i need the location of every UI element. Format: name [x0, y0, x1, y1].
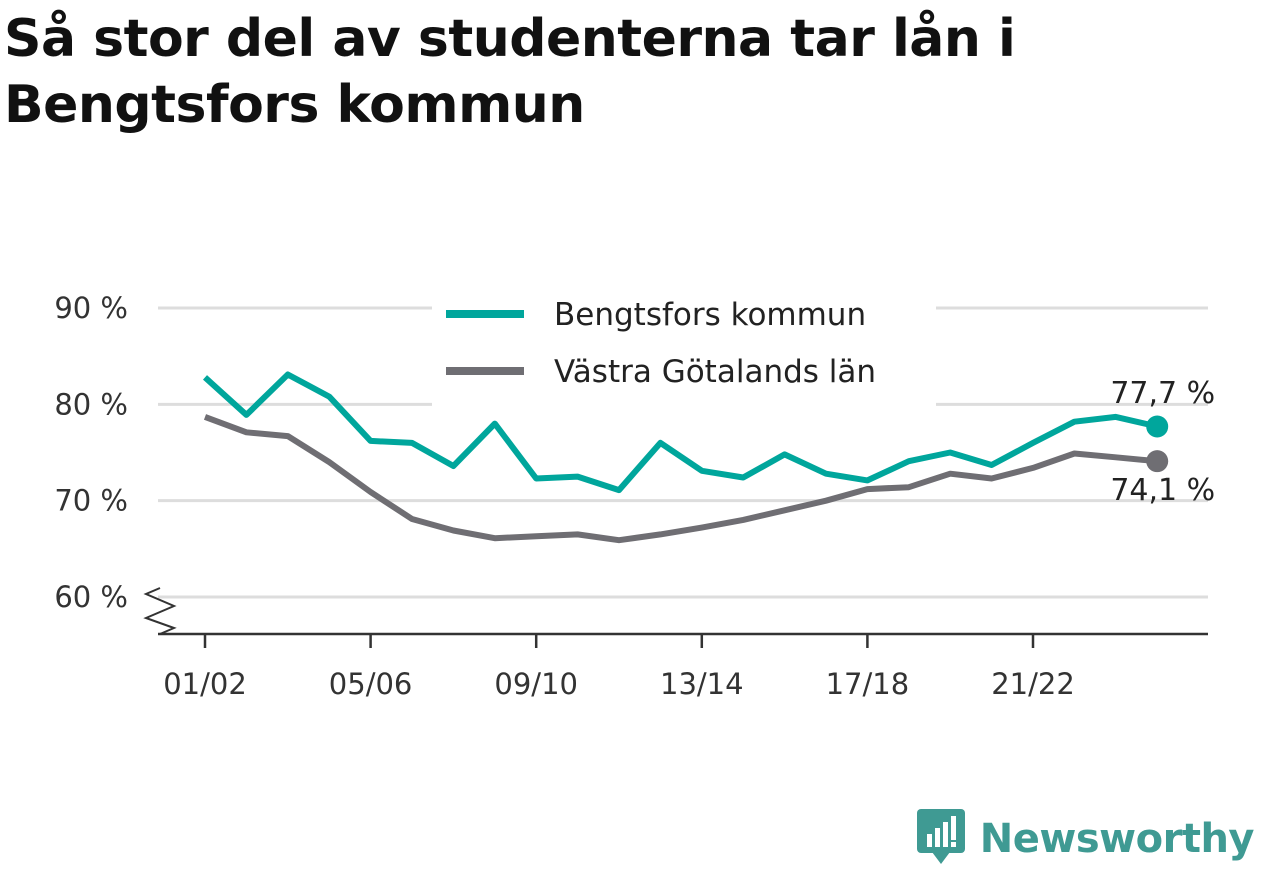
x-tick-label: 21/22	[991, 667, 1075, 701]
legend-label: Västra Götalands län	[554, 354, 876, 390]
brand-name: Newsworthy	[979, 816, 1255, 862]
newsworthy-logo-icon	[916, 808, 966, 870]
y-tick-label: 80 %	[54, 387, 128, 421]
axis-break-mark	[143, 587, 177, 635]
y-tick-label: 90 %	[54, 291, 128, 325]
legend-label: Bengtsfors kommun	[554, 297, 866, 333]
series-end-point	[1146, 450, 1169, 473]
chart-title: Så stor del av studenterna tar lån i Ben…	[4, 9, 1016, 135]
data-label: 74,1 %	[1110, 473, 1215, 508]
end-labels: 77,7 % 74,1 %	[1110, 376, 1215, 508]
x-tick-label: 09/10	[494, 667, 578, 701]
x-tick-label: 17/18	[826, 667, 910, 701]
x-tick-label: 05/06	[329, 667, 413, 701]
y-tick-label: 70 %	[54, 484, 128, 518]
series-line	[202, 371, 1158, 494]
brand-logo: Newsworthy	[916, 808, 1255, 870]
y-tick-label: 60 %	[54, 580, 128, 614]
x-tick-label: 13/14	[660, 667, 744, 701]
legend: Bengtsfors kommun Västra Götalands län	[432, 290, 936, 408]
data-label: 77,7 %	[1110, 376, 1215, 411]
series-lines	[202, 371, 1169, 544]
axes: 60 % 70 % 80 % 90 % 01/02 05/06 09/10 13/14 17/1…	[54, 291, 1208, 701]
series-line	[203, 414, 1158, 544]
legend-background	[432, 290, 936, 408]
series-end-point	[1146, 415, 1169, 438]
x-tick-label: 01/02	[163, 667, 247, 701]
